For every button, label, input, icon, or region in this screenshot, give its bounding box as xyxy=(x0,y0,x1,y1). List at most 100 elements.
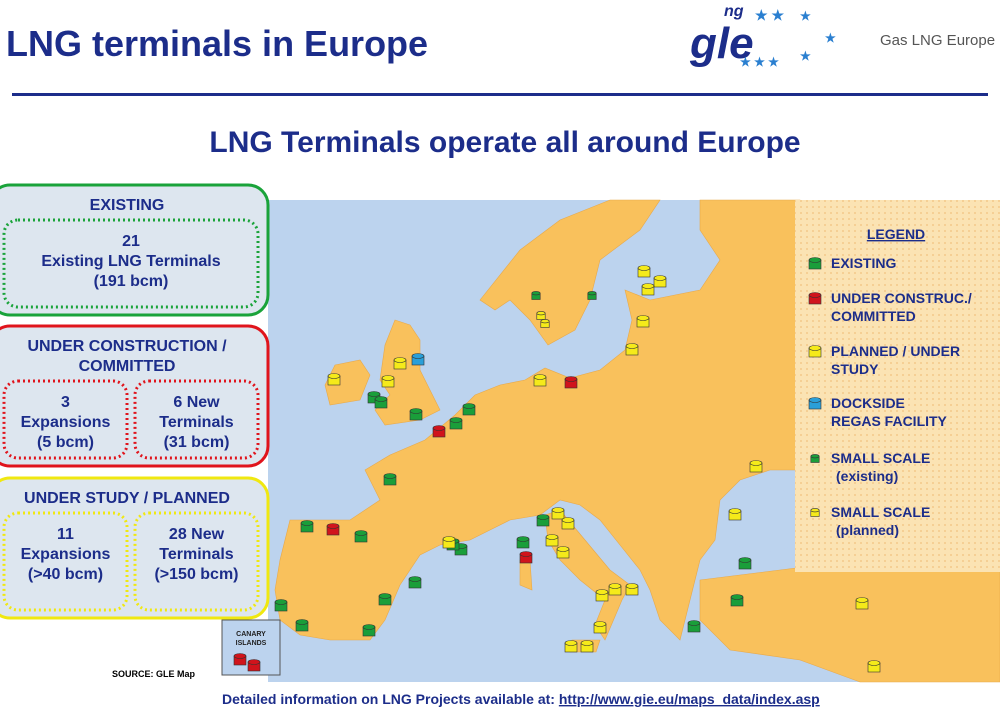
inset-label: ISLANDS xyxy=(236,640,267,647)
cyl-top xyxy=(564,640,578,646)
cyl-top xyxy=(381,375,395,381)
cyl-top xyxy=(749,460,763,466)
box-text: 6 New xyxy=(173,394,220,411)
terminal-icon xyxy=(540,319,550,328)
terminal-icon xyxy=(462,403,476,416)
cyl-top xyxy=(808,257,822,263)
terminal-icon xyxy=(653,275,667,288)
terminal-icon xyxy=(545,534,559,547)
svg-text:★: ★ xyxy=(800,49,811,63)
terminal-icon xyxy=(533,374,547,387)
terminal-icon xyxy=(636,315,650,328)
cyl-top xyxy=(516,536,530,542)
terminal-icon xyxy=(855,597,869,610)
terminal-icon xyxy=(738,557,752,570)
box-heading: UNDER STUDY / PLANNED xyxy=(24,490,230,507)
legend-label: (existing) xyxy=(836,468,898,484)
cyl-top xyxy=(378,593,392,599)
svg-text:★ ★ ★: ★ ★ ★ xyxy=(740,55,779,69)
box-text: (31 bcm) xyxy=(164,434,230,451)
cyl-top xyxy=(867,660,881,666)
cyl-top xyxy=(536,514,550,520)
terminal-icon xyxy=(516,536,530,549)
terminal-icon xyxy=(383,473,397,486)
terminal-icon xyxy=(408,576,422,589)
footer: Detailed information on LNG Projects ava… xyxy=(222,691,820,707)
box-heading: UNDER CONSTRUCTION / xyxy=(27,338,227,355)
legend-label: PLANNED / UNDER xyxy=(831,343,960,359)
cyl-top xyxy=(653,275,667,281)
cyl-top xyxy=(462,403,476,409)
box-part xyxy=(2,511,129,612)
terminal-icon xyxy=(362,624,376,637)
terminal-icon xyxy=(393,357,407,370)
terminal-icon xyxy=(810,508,820,517)
terminal-icon xyxy=(637,265,651,278)
terminal-icon xyxy=(730,594,744,607)
cyl-top xyxy=(367,391,381,397)
footer-link[interactable]: http://www.gie.eu/maps_data/index.asp xyxy=(559,691,820,707)
cyl-top xyxy=(855,597,869,603)
cyl-top xyxy=(449,417,463,423)
box-text: (191 bcm) xyxy=(94,273,169,290)
box-frame xyxy=(0,183,270,317)
box-part xyxy=(133,379,260,460)
box-text: Existing LNG Terminals xyxy=(41,253,220,270)
terminal-icon xyxy=(409,408,423,421)
terminal-icon xyxy=(561,517,575,530)
cyl-top xyxy=(442,536,456,542)
cyl-top xyxy=(608,583,622,589)
svg-text:★ ★: ★ ★ xyxy=(755,7,784,23)
cyl-top xyxy=(636,315,650,321)
box-heading: EXISTING xyxy=(90,197,165,214)
terminal-icon xyxy=(378,593,392,606)
cyl-top xyxy=(233,653,247,659)
cyl-top xyxy=(561,517,575,523)
cyl-top xyxy=(637,265,651,271)
footer-text: Detailed information on LNG Projects ava… xyxy=(222,691,559,707)
cyl-top xyxy=(536,311,546,316)
cyl-top xyxy=(354,530,368,536)
cyl-top xyxy=(295,619,309,625)
svg-text:★: ★ xyxy=(825,31,836,45)
terminal-icon xyxy=(295,619,309,632)
cyl-top xyxy=(551,507,565,513)
terminal-icon xyxy=(247,659,261,672)
cyl-top xyxy=(393,357,407,363)
cyl-top xyxy=(808,345,822,351)
box-text: (>150 bcm) xyxy=(154,566,238,583)
logo-stars: ★ ★ ★ ★ ★ ★ ★ ★ xyxy=(740,7,836,69)
cyl-top xyxy=(411,353,425,359)
legend-label: STUDY xyxy=(831,361,879,377)
svg-text:★: ★ xyxy=(800,9,811,23)
cyl-top xyxy=(580,640,594,646)
box-text: (5 bcm) xyxy=(37,434,94,451)
map: CANARY ISLANDS xyxy=(221,199,1000,683)
terminal-icon xyxy=(595,589,609,602)
source: SOURCE: GLE Map xyxy=(112,669,196,679)
inset-label: CANARY xyxy=(236,631,266,638)
box-frame xyxy=(0,324,270,468)
cyl-top xyxy=(738,557,752,563)
terminal-icon xyxy=(556,546,570,559)
terminal-icon xyxy=(442,536,456,549)
box-part xyxy=(133,511,260,612)
terminal-icon xyxy=(749,460,763,473)
terminal-icon xyxy=(300,520,314,533)
box-heading: COMMITTED xyxy=(79,358,176,375)
cyl-top xyxy=(625,583,639,589)
cyl-top xyxy=(641,283,655,289)
cyl-top xyxy=(533,374,547,380)
cyl-top xyxy=(810,454,820,459)
legend-label: (planned) xyxy=(836,522,899,538)
cyl-top xyxy=(556,546,570,552)
terminal-icon xyxy=(233,653,247,666)
box-text: 11 xyxy=(57,526,74,543)
cyl-top xyxy=(687,620,701,626)
box-text: Terminals xyxy=(159,546,234,563)
legend-label: REGAS FACILITY xyxy=(831,413,948,429)
cyl-top xyxy=(728,508,742,514)
box-part xyxy=(2,218,260,309)
terminal-icon xyxy=(564,376,578,389)
